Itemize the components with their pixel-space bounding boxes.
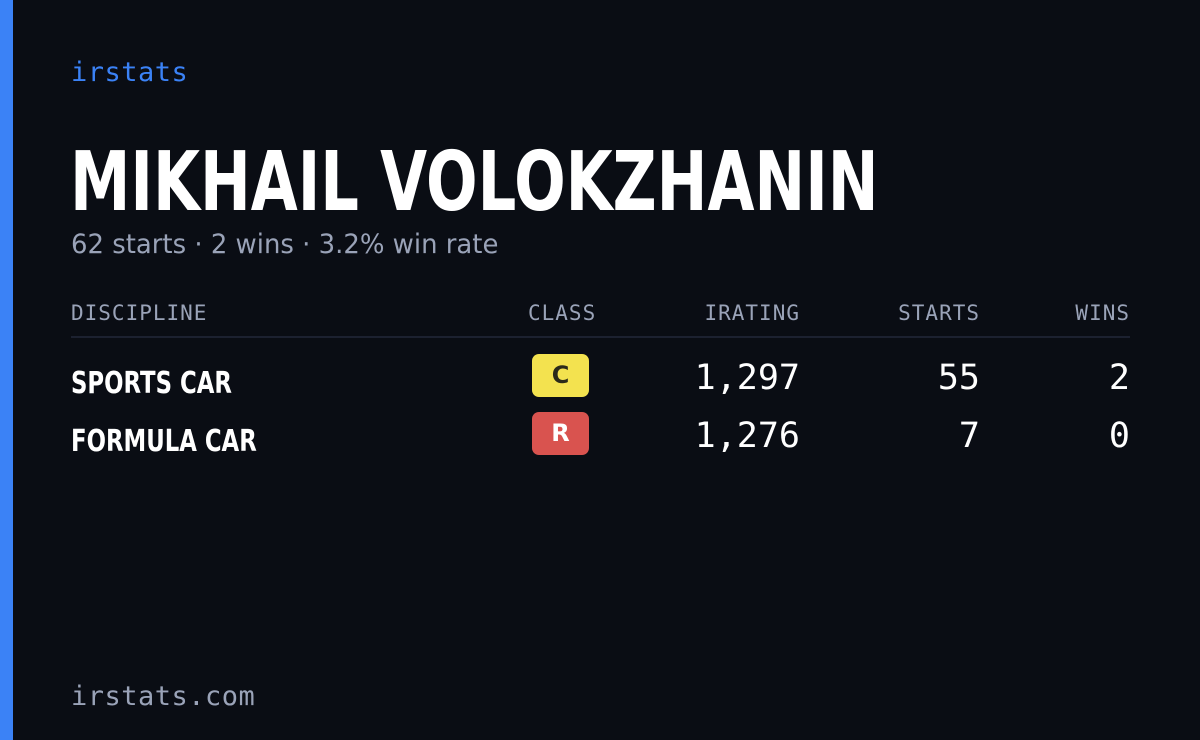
driver-summary: 62 starts · 2 wins · 3.2% win rate [71,229,499,260]
class-badge: C [532,354,589,397]
starts-value: 55 [937,358,980,398]
driver-name: MIKHAIL VOLOKZHANIN [70,135,879,230]
class-badge: R [532,412,589,455]
header-starts: STARTS [898,301,980,325]
brand-logo: irstats [71,57,189,88]
wins-value: 0 [1108,416,1130,456]
irating-value: 1,297 [694,358,800,398]
header-discipline: DISCIPLINE [71,301,208,325]
irating-value: 1,276 [694,416,800,456]
header-class: CLASS [528,301,597,325]
table-row: SPORTS CAR C 1,297 55 2 [71,352,1130,402]
header-irating: IRATING [704,301,800,325]
discipline-name: SPORTS CAR [71,366,232,401]
discipline-name: FORMULA CAR [71,424,257,459]
table-row: FORMULA CAR R 1,276 7 0 [71,410,1130,460]
footer-site-link[interactable]: irstats.com [71,681,256,712]
header-divider [71,336,1130,338]
accent-bar [0,0,13,740]
starts-value: 7 [958,416,980,456]
header-wins: WINS [1075,301,1130,325]
table-header: DISCIPLINE CLASS IRATING STARTS WINS [71,298,1130,328]
wins-value: 2 [1108,358,1130,398]
